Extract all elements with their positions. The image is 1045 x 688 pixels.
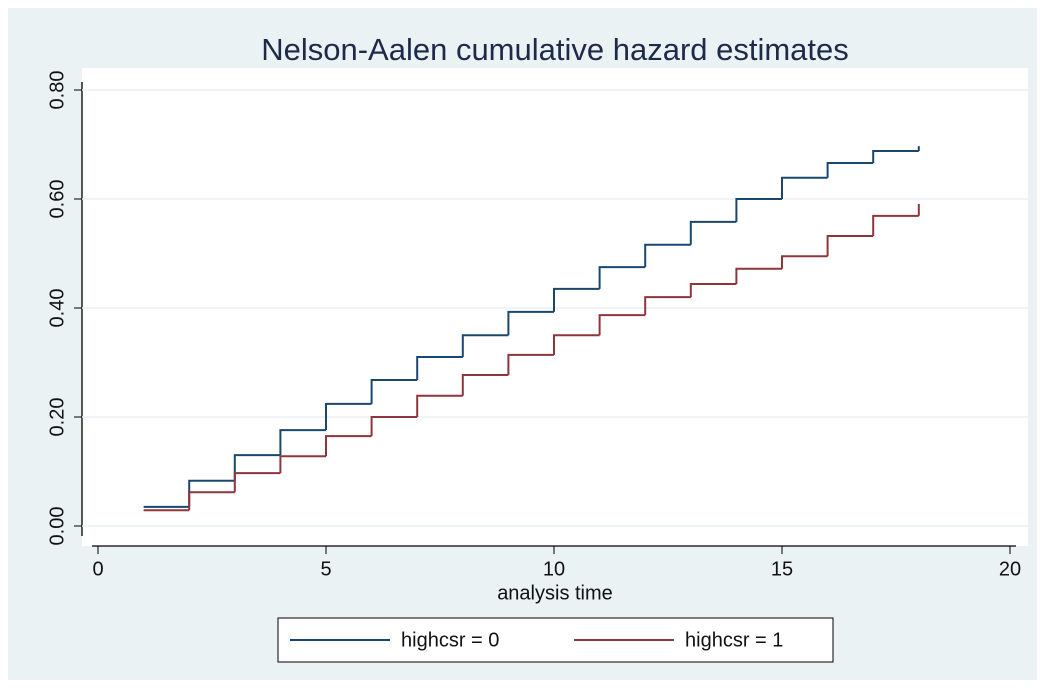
step-segment bbox=[461, 334, 509, 358]
step-segment bbox=[826, 235, 874, 257]
step-segment bbox=[781, 255, 828, 269]
step-segment bbox=[325, 435, 372, 457]
y-tick-label: 0.80 bbox=[46, 71, 68, 110]
step-segment bbox=[872, 150, 919, 164]
y-tick-label: 0.20 bbox=[46, 398, 68, 437]
step-segment bbox=[416, 394, 463, 417]
y-tick-label: 0.60 bbox=[46, 180, 68, 219]
chart-title: Nelson-Aalen cumulative hazard estimates bbox=[261, 32, 849, 67]
step-segment bbox=[826, 162, 874, 178]
step-segment bbox=[325, 402, 372, 431]
y-tick-label: 0.00 bbox=[46, 507, 68, 546]
step-segment bbox=[553, 334, 600, 355]
step-segment bbox=[872, 214, 919, 237]
step-segment bbox=[188, 491, 235, 511]
step-segment bbox=[735, 198, 782, 222]
legend-label: highcsr = 1 bbox=[685, 629, 783, 651]
x-tick-label: 10 bbox=[543, 558, 565, 580]
step-segment bbox=[553, 287, 600, 312]
step-segment bbox=[233, 472, 281, 493]
y-tick-label: 0.40 bbox=[46, 289, 68, 328]
x-tick-label: 5 bbox=[320, 558, 331, 580]
step-segment bbox=[370, 416, 418, 437]
step-segment bbox=[781, 176, 828, 199]
x-tick-label: 0 bbox=[92, 558, 103, 580]
x-axis-label: analysis time bbox=[497, 582, 613, 604]
step-segment bbox=[598, 266, 646, 289]
step-segment bbox=[279, 429, 326, 456]
step-segment bbox=[507, 353, 554, 376]
step-segment bbox=[416, 356, 463, 380]
step-segment bbox=[598, 314, 646, 336]
legend-label: highcsr = 0 bbox=[401, 629, 499, 651]
step-segment bbox=[689, 283, 737, 298]
step-segment bbox=[461, 374, 509, 396]
step-segment bbox=[644, 243, 691, 268]
step-segment bbox=[644, 296, 691, 316]
step-segment bbox=[507, 310, 554, 336]
x-tick-label: 15 bbox=[771, 558, 793, 580]
step-segment bbox=[370, 378, 418, 404]
x-tick-label: 20 bbox=[999, 558, 1021, 580]
step-segment bbox=[735, 267, 782, 285]
step-segment bbox=[279, 455, 326, 474]
step-segment bbox=[689, 220, 737, 245]
